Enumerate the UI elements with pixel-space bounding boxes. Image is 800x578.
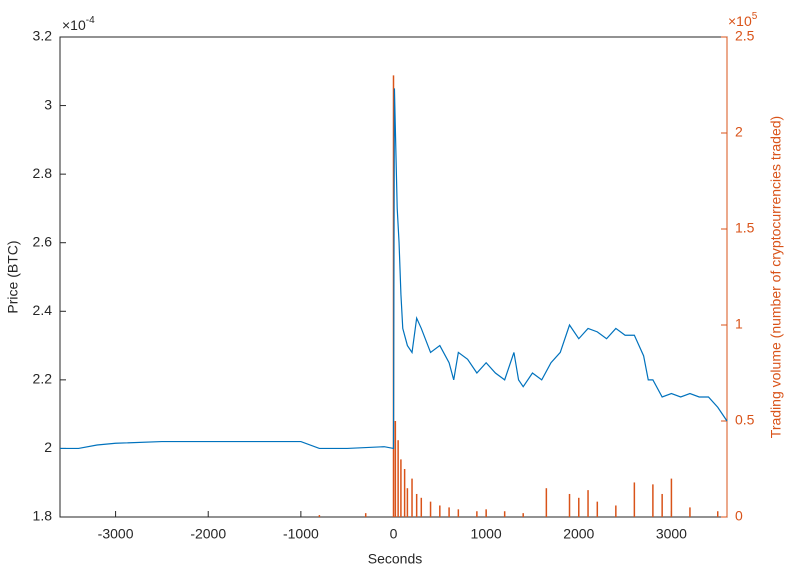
y2-tick-label: 2	[735, 124, 743, 140]
x-tick-label: -2000	[190, 526, 226, 542]
y2-axis-label: Trading volume (number of cryptocurrenci…	[768, 116, 784, 438]
x-tick-label: 2000	[563, 526, 594, 542]
y-tick-label: 2.2	[33, 371, 53, 387]
y-tick-label: 2.4	[33, 302, 53, 318]
y-tick-label: 2	[44, 439, 52, 455]
y2-tick-label: 1.5	[735, 220, 755, 236]
y-multiplier: ×10-4	[62, 15, 95, 33]
y-tick-label: 3	[44, 96, 52, 112]
y-multiplier-exponent: -4	[86, 15, 95, 26]
x-tick-label: -3000	[98, 526, 134, 542]
y2-multiplier-base: ×10	[728, 13, 752, 29]
x-tick-label: 3000	[656, 526, 687, 542]
y-tick-label: 3.2	[33, 28, 53, 44]
y-tick-label: 2.6	[33, 233, 53, 249]
x-axis-label: Seconds	[368, 551, 422, 567]
y-tick-label: 2.8	[33, 165, 53, 181]
y2-tick-label: 2.5	[735, 28, 755, 44]
y-tick-label: 1.8	[33, 508, 53, 524]
y2-tick-label: 0.5	[735, 412, 755, 428]
y2-multiplier-exponent: 5	[752, 11, 758, 22]
x-tick-label: 1000	[471, 526, 502, 542]
y-multiplier-base: ×10	[62, 17, 86, 33]
y-axis-label: Price (BTC)	[5, 240, 21, 313]
x-tick-label: 0	[390, 526, 398, 542]
price-line	[60, 88, 728, 450]
y2-tick-label: 1	[735, 316, 743, 332]
y2-multiplier: ×105	[728, 11, 758, 29]
y2-tick-label: 0	[735, 508, 743, 524]
x-tick-label: -1000	[283, 526, 319, 542]
